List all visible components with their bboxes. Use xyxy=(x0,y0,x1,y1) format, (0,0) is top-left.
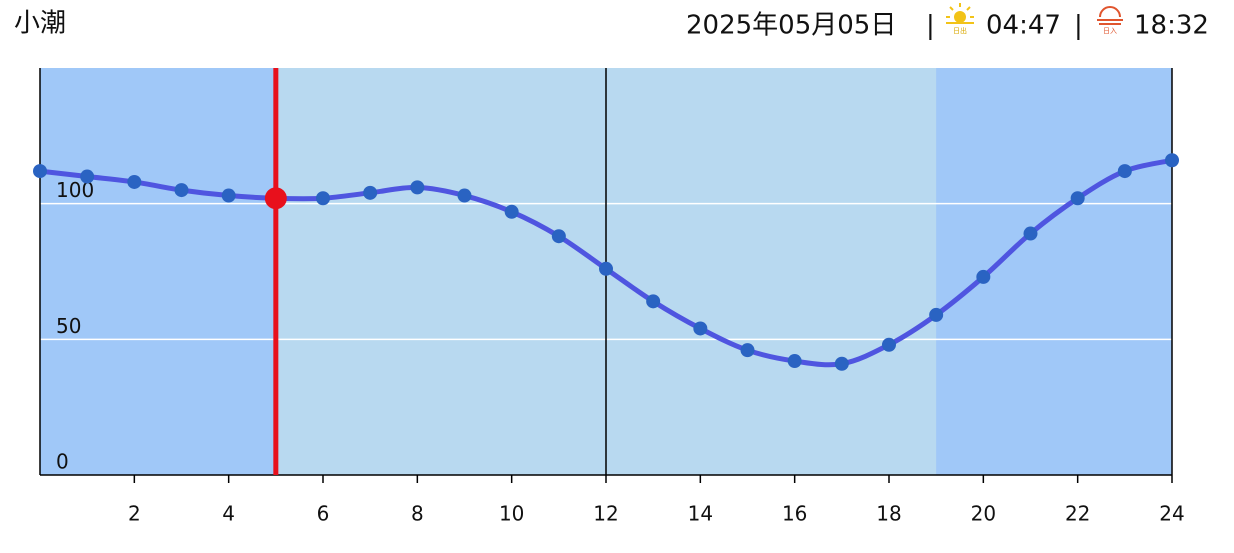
tide-point xyxy=(1023,226,1038,241)
tide-point xyxy=(221,188,236,203)
tide-point xyxy=(410,180,425,195)
x-tick-label: 14 xyxy=(688,502,713,526)
x-tick-label: 24 xyxy=(1159,502,1184,526)
tide-point xyxy=(551,229,566,244)
separator: | xyxy=(1074,11,1083,41)
icon-text: 日入 xyxy=(1103,27,1117,35)
x-tick-label: 12 xyxy=(593,502,618,526)
tide-point xyxy=(693,321,708,336)
x-tick-label: 8 xyxy=(411,502,424,526)
tide-point xyxy=(740,343,755,358)
sunrise: 04:47 xyxy=(986,11,1061,41)
tide-point xyxy=(1070,191,1085,206)
tide-point xyxy=(174,183,189,198)
x-tick-label: 16 xyxy=(782,502,807,526)
tide-point xyxy=(1117,164,1132,179)
tide-name: 小潮 xyxy=(14,9,66,39)
x-tick-label: 10 xyxy=(499,502,524,526)
tide-point xyxy=(80,169,95,184)
tide-point xyxy=(834,356,849,371)
date: 2025年05月05日 xyxy=(686,11,896,41)
tide-point xyxy=(646,294,661,309)
tide-point xyxy=(504,204,519,219)
x-tick-label: 2 xyxy=(128,502,141,526)
current-point xyxy=(264,187,287,210)
tide-point xyxy=(976,269,991,284)
tide-point xyxy=(33,164,47,179)
sunrise-icon: 日出 xyxy=(946,3,974,35)
tide-point xyxy=(929,307,944,322)
x-tick-label: 18 xyxy=(876,502,901,526)
tide-point xyxy=(882,337,896,352)
x-tick-label: 4 xyxy=(222,502,235,526)
tide-point xyxy=(127,174,142,189)
tide-point xyxy=(787,354,802,369)
tide-point xyxy=(363,185,378,200)
tide-point xyxy=(457,188,472,203)
x-tick-label: 6 xyxy=(317,502,330,526)
icon-text: 日出 xyxy=(953,26,967,35)
tide-point xyxy=(1165,153,1179,168)
sunset-icon: 日入 xyxy=(1097,6,1123,35)
y-tick-label: 0 xyxy=(56,450,69,474)
x-tick-label: 22 xyxy=(1065,502,1090,526)
tide-point xyxy=(599,261,613,276)
sunset: 18:32 xyxy=(1134,11,1209,41)
x-tick-label: 20 xyxy=(971,502,996,526)
y-tick-label: 50 xyxy=(56,314,81,338)
separator: | xyxy=(926,11,935,41)
tide-point xyxy=(316,191,330,206)
